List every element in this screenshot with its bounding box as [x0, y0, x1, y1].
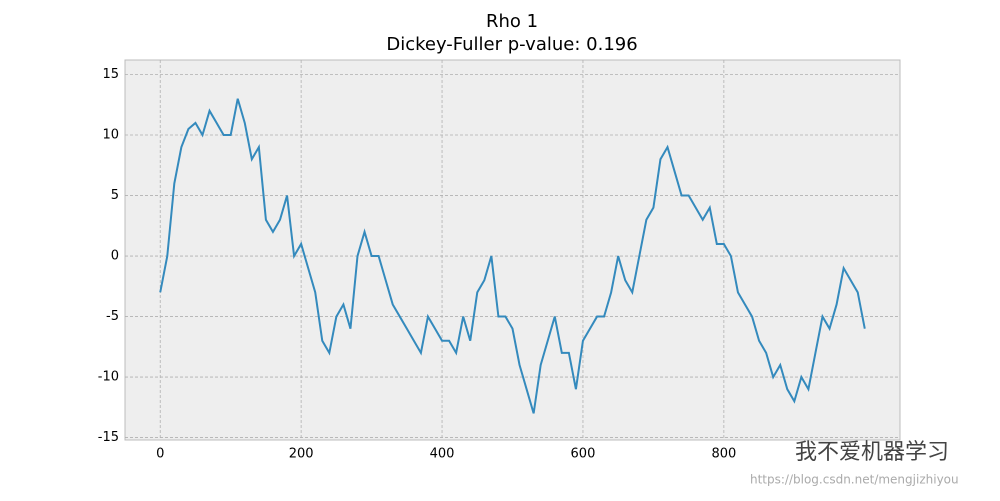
y-tick-label: -15 — [98, 430, 119, 445]
x-tick-label: 800 — [711, 447, 736, 462]
x-tick-label: 0 — [156, 447, 164, 462]
chart-subtitle: Dickey-Fuller p-value: 0.196 — [386, 34, 637, 55]
data-line — [159, 98, 866, 414]
y-tick-label: 0 — [111, 249, 119, 264]
x-tick-label: 400 — [430, 447, 455, 462]
y-tick-label: -5 — [106, 309, 119, 324]
y-tick-label: 10 — [102, 128, 119, 143]
y-tick-label: 15 — [102, 67, 119, 82]
x-tick-label: 200 — [289, 447, 314, 462]
watermark-url: https://blog.csdn.net/mengjizhiyou — [750, 473, 959, 487]
plot-area — [124, 59, 901, 441]
watermark: 我不爱机器学习 — [795, 440, 949, 465]
y-tick-label: -10 — [98, 370, 119, 385]
chart-title: Rho 1 — [486, 11, 538, 32]
x-tick-label: 600 — [571, 447, 596, 462]
y-tick-label: 5 — [111, 188, 119, 203]
